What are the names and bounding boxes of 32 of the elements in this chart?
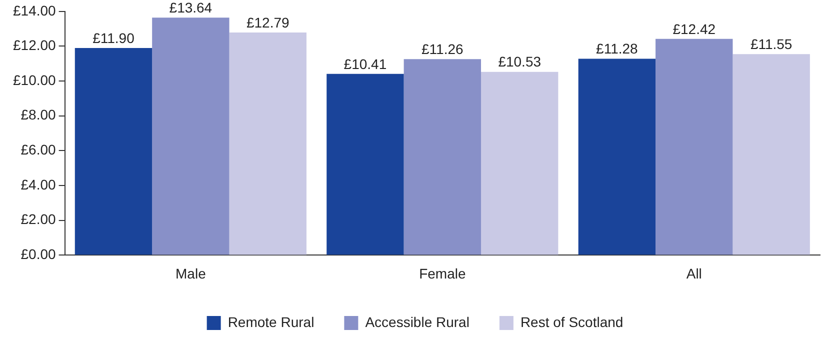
x-tick-label: Female: [419, 265, 466, 282]
y-tick-label: £10.00: [12, 72, 56, 88]
bar: [326, 74, 404, 255]
legend-label: Remote Rural: [228, 314, 314, 330]
data-label: £11.28: [596, 40, 638, 57]
y-tick-label: £2.00: [20, 211, 56, 228]
x-tick-label: All: [686, 265, 702, 282]
bar: [732, 54, 810, 255]
y-tick-label: £12.00: [12, 37, 56, 54]
y-tick-label: £8.00: [20, 106, 56, 123]
data-label: £13.64: [169, 0, 212, 16]
bar: [404, 59, 482, 255]
data-label: £11.55: [750, 36, 792, 52]
y-tick-label: £4.00: [20, 176, 56, 192]
data-label: £10.53: [498, 54, 542, 70]
bar: [74, 48, 152, 255]
y-tick-label: £14.00: [12, 2, 56, 18]
legend-label: Accessible Rural: [365, 314, 470, 330]
data-label: £12.42: [672, 20, 716, 37]
legend-label: Rest of Scotland: [520, 314, 624, 330]
bar: [656, 38, 733, 255]
bar: [229, 32, 306, 255]
y-tick-label: £0.00: [20, 246, 56, 262]
data-label: £10.41: [344, 56, 387, 72]
bar: [578, 58, 656, 255]
data-label: £11.90: [92, 30, 135, 46]
bar: [152, 18, 230, 255]
x-tick-label: Male: [176, 265, 206, 282]
data-label: £12.79: [246, 14, 290, 30]
y-tick-label: £6.00: [20, 142, 56, 158]
bar: [481, 72, 558, 255]
data-label: £11.26: [422, 40, 464, 57]
